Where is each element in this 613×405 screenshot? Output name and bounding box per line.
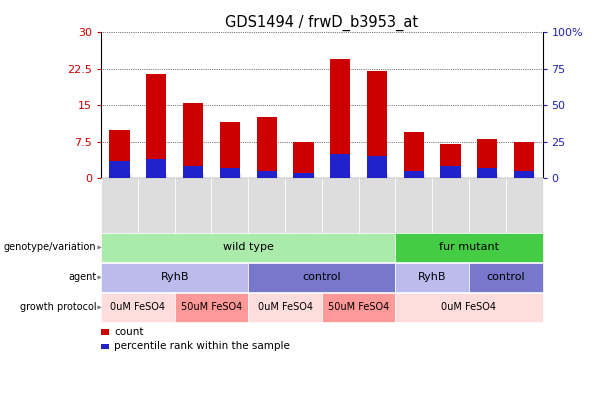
Bar [147,74,167,178]
Bar [110,130,130,178]
Bar [404,171,424,178]
Bar [294,173,314,178]
Text: 0uM FeSO4: 0uM FeSO4 [257,303,313,312]
Bar [220,122,240,178]
Bar [514,171,535,178]
Bar [294,142,314,178]
Text: RyhB: RyhB [161,273,189,282]
Text: 0uM FeSO4: 0uM FeSO4 [110,303,166,312]
Text: agent: agent [68,273,96,282]
Bar [147,159,167,178]
Bar [478,139,498,178]
Bar [441,144,461,178]
Bar [330,59,351,178]
Text: genotype/variation: genotype/variation [4,243,96,252]
Text: count: count [114,327,143,337]
Bar [367,156,387,178]
Bar [367,71,387,178]
Bar [183,103,204,178]
Bar [257,117,277,178]
Text: fur mutant: fur mutant [439,243,499,252]
Bar [257,171,277,178]
Text: control: control [302,273,341,282]
Bar [330,154,351,178]
Bar [478,168,498,178]
Bar [514,142,535,178]
Text: RyhB: RyhB [418,273,446,282]
Text: percentile rank within the sample: percentile rank within the sample [114,341,290,351]
Text: 50uM FeSO4: 50uM FeSO4 [181,303,242,312]
Bar [404,132,424,178]
Text: 0uM FeSO4: 0uM FeSO4 [441,303,497,312]
Text: growth protocol: growth protocol [20,303,96,312]
Text: 50uM FeSO4: 50uM FeSO4 [328,303,389,312]
Bar [441,166,461,178]
Bar [183,166,204,178]
Bar [110,161,130,178]
Title: GDS1494 / frwD_b3953_at: GDS1494 / frwD_b3953_at [225,15,419,31]
Text: control: control [486,273,525,282]
Bar [220,168,240,178]
Text: wild type: wild type [223,243,273,252]
